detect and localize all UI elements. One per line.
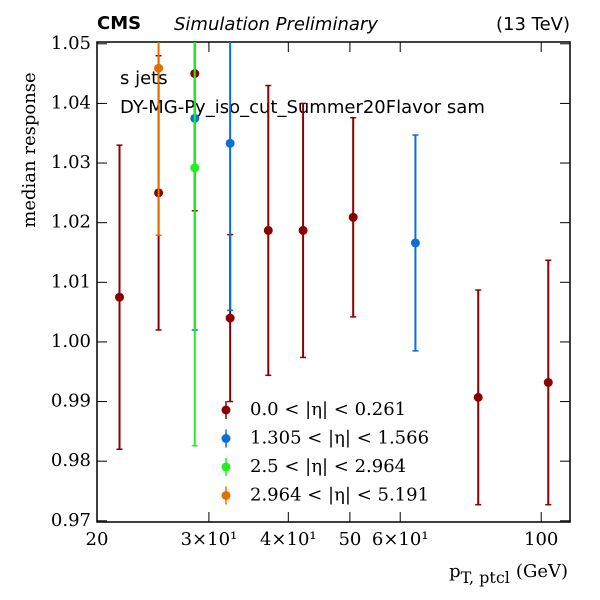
legend-label: 0.0 < |η| < 0.261	[250, 399, 406, 420]
annotation: s jets	[120, 68, 168, 89]
legend-marker	[221, 434, 231, 443]
y-tick-label: 1.00	[51, 331, 91, 352]
y-tick-label: 0.98	[51, 450, 91, 471]
data-point	[115, 292, 125, 302]
data-point	[225, 138, 235, 148]
data-point	[225, 313, 235, 323]
legend-label: 2.964 < |η| < 5.191	[250, 485, 429, 506]
data-area	[115, 42, 553, 506]
x-tick-label: 50	[338, 529, 361, 550]
data-point	[348, 212, 358, 222]
subtitle: Simulation Preliminary	[174, 14, 378, 35]
y-tick-label: 1.01	[51, 271, 91, 292]
x-tick-label: 4×10¹	[260, 529, 317, 550]
data-point	[263, 225, 273, 235]
experiment-label: CMS	[97, 13, 141, 34]
x-tick-label: 6×10¹	[372, 529, 429, 550]
x-tick-label: 3×10¹	[181, 529, 238, 550]
y-tick-label: 1.03	[51, 152, 91, 173]
energy-label: (13 TeV)	[496, 14, 570, 35]
data-point	[473, 392, 483, 402]
y-axis-label: median response	[19, 72, 40, 227]
y-tick-label: 0.97	[51, 510, 91, 531]
legend-label: 1.305 < |η| < 1.566	[250, 428, 429, 449]
x-label-sub: T, ptcl	[461, 568, 510, 587]
legend-marker	[221, 491, 231, 500]
y-tick-label: 1.05	[51, 33, 91, 54]
y-tick-label: 0.99	[51, 391, 91, 412]
data-point	[154, 63, 164, 73]
y-tick-label: 1.04	[51, 92, 91, 113]
legend-label: 2.5 < |η| < 2.964	[250, 456, 406, 477]
data-point	[190, 163, 200, 173]
legend-marker	[221, 405, 231, 415]
x-tick-label: 100	[524, 529, 558, 550]
x-tick-label: 20	[86, 529, 109, 550]
legend-marker	[221, 462, 231, 472]
data-point	[543, 377, 553, 387]
x-label-unit: (GeV)	[516, 561, 568, 582]
data-point	[298, 225, 308, 235]
y-tick-label: 1.02	[51, 212, 91, 233]
x-label-main: p	[449, 561, 461, 582]
x-axis-label: pT, ptcl (GeV)	[449, 561, 568, 587]
data-point	[410, 238, 420, 248]
